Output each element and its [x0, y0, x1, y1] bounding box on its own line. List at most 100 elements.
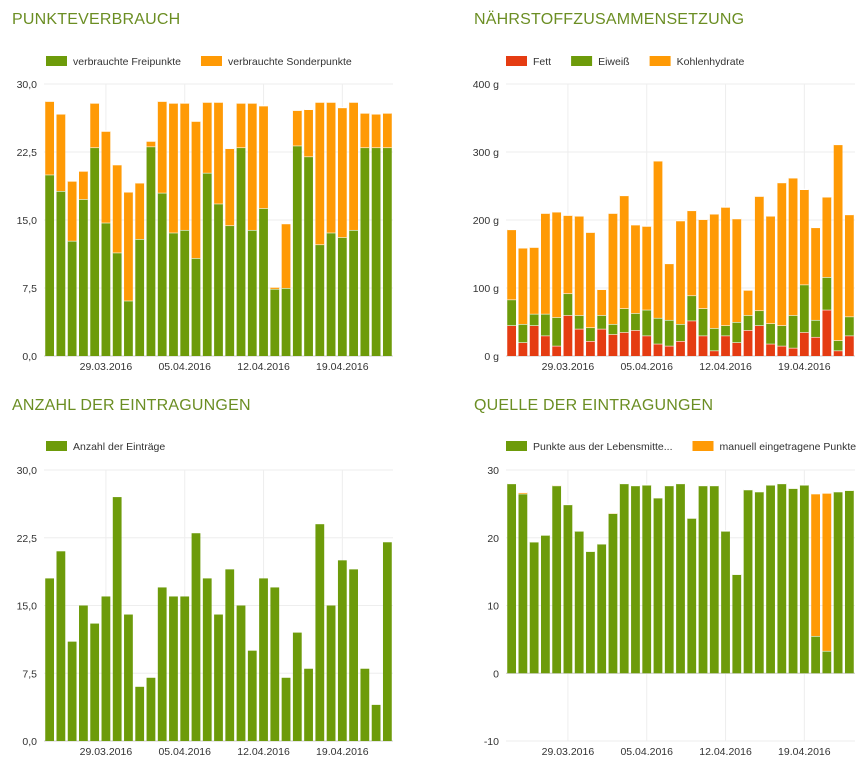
legend-swatch: [506, 56, 527, 66]
bar: [304, 668, 313, 741]
x-tick-label: 19.04.2016: [778, 746, 831, 758]
bar: [518, 342, 528, 356]
bar: [608, 324, 618, 335]
bar: [292, 110, 302, 146]
legend-label: Punkte aus der Lebensmitte...: [533, 441, 673, 453]
bar: [180, 229, 190, 356]
bar: [112, 164, 122, 253]
y-tick-label: 0 g: [484, 351, 499, 363]
bar: [732, 342, 742, 356]
legend-swatch: [506, 441, 527, 451]
bar: [56, 190, 66, 356]
bar: [202, 172, 212, 356]
bar: [732, 218, 742, 322]
y-tick-label: 300 g: [473, 147, 499, 159]
bar: [382, 147, 392, 356]
bar: [45, 174, 55, 356]
bar: [552, 485, 562, 674]
bar: [777, 325, 787, 346]
chart-svg: Anzahl der Einträge 0,0 7,5 15,0 22,5 30,0 29.…: [17, 441, 393, 758]
bar: [811, 493, 820, 636]
panel-title: QUELLE DER EINTRAGUNGEN: [474, 397, 714, 414]
bar: [202, 578, 212, 741]
bar: [101, 222, 111, 356]
legend-swatch: [46, 56, 67, 66]
bar: [709, 213, 719, 329]
bar: [507, 325, 517, 356]
bar: [811, 227, 820, 320]
bar: [360, 113, 370, 148]
bar: [146, 677, 156, 741]
bar: [563, 504, 573, 674]
bar: [157, 587, 167, 741]
legend-swatch: [46, 441, 67, 451]
bar: [799, 189, 809, 285]
bar: [247, 650, 257, 741]
bar: [574, 328, 584, 356]
bar: [541, 335, 550, 356]
bar: [337, 237, 347, 356]
y-tick-label: 0: [493, 668, 499, 680]
bar: [721, 530, 730, 674]
bar: [822, 650, 832, 674]
bar: [811, 336, 820, 356]
chart-svg: Fett Eiweiß Kohlenhydrate 0 g 100 g 200 g 300 …: [473, 56, 855, 373]
bar: [608, 334, 618, 356]
bar: [619, 308, 629, 333]
bar: [67, 240, 77, 356]
panel-quelle-der-eintragungen: QUELLE DER EINTRAGUNGEN Punkte aus der L…: [433, 384, 865, 767]
x-tick-label: 12.04.2016: [237, 361, 290, 373]
bar: [754, 491, 764, 674]
bar: [822, 493, 832, 651]
bar: [642, 226, 652, 310]
bar: [833, 350, 843, 356]
bar: [112, 252, 122, 356]
bar: [676, 220, 685, 325]
bar: [518, 493, 528, 674]
legend-label: manuell eingetragene Punkte: [720, 441, 857, 453]
x-tick-label: 29.03.2016: [542, 361, 595, 373]
bar: [631, 224, 640, 314]
bar: [146, 141, 156, 147]
y-tick-label: 15,0: [17, 215, 38, 227]
x-tick-label: 05.04.2016: [620, 746, 673, 758]
bar: [349, 569, 358, 741]
y-tick-label: 30,0: [17, 465, 38, 477]
bar: [563, 215, 573, 294]
bar: [563, 315, 573, 356]
bar: [349, 229, 358, 356]
bar: [766, 343, 775, 356]
bar: [518, 492, 528, 494]
bar: [529, 247, 539, 314]
bar: [833, 340, 843, 351]
legend-label: verbrauchte Sonderpunkte: [228, 56, 352, 68]
bar: [676, 341, 685, 356]
bar: [337, 107, 347, 238]
bar: [653, 317, 663, 344]
bar: [608, 213, 618, 325]
bar: [225, 225, 235, 356]
bar: [664, 485, 674, 674]
bar: [698, 485, 708, 674]
bar: [766, 484, 775, 674]
bar: [124, 191, 133, 301]
y-tick-label: 7,5: [22, 283, 37, 295]
bar: [811, 635, 820, 674]
bar: [676, 483, 685, 674]
bar: [619, 195, 629, 309]
bar: [631, 330, 640, 356]
bar: [292, 145, 302, 356]
bar: [563, 293, 573, 316]
bar: [642, 335, 652, 356]
bar: [844, 316, 854, 336]
bar: [743, 489, 753, 674]
bar: [101, 131, 111, 223]
bar: [844, 335, 854, 356]
bar: [732, 322, 742, 343]
legend-label: Anzahl der Einträge: [73, 441, 165, 453]
bar: [326, 605, 336, 741]
bar: [315, 524, 325, 741]
x-tick-label: 12.04.2016: [237, 746, 290, 758]
bar: [766, 323, 775, 344]
bar: [529, 541, 539, 674]
